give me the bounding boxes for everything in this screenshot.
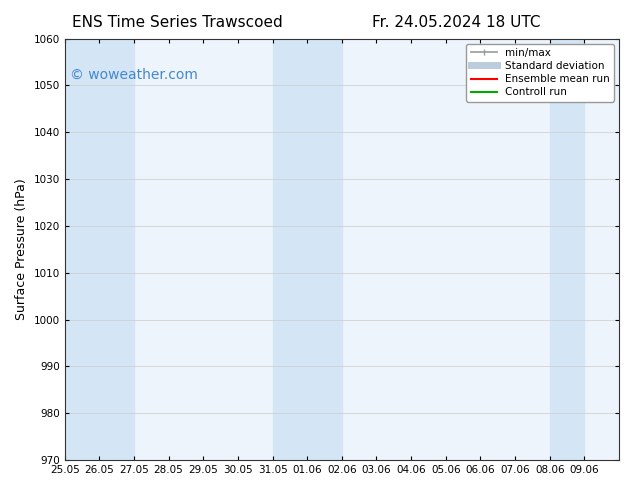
Text: © woweather.com: © woweather.com — [70, 68, 198, 82]
Bar — [273, 39, 307, 460]
Legend: min/max, Standard deviation, Ensemble mean run, Controll run: min/max, Standard deviation, Ensemble me… — [467, 44, 614, 101]
Bar — [65, 39, 100, 460]
Text: ENS Time Series Trawscoed: ENS Time Series Trawscoed — [72, 15, 283, 30]
Bar — [100, 39, 134, 460]
Bar — [307, 39, 342, 460]
Y-axis label: Surface Pressure (hPa): Surface Pressure (hPa) — [15, 178, 28, 320]
Bar — [550, 39, 585, 460]
Text: Fr. 24.05.2024 18 UTC: Fr. 24.05.2024 18 UTC — [372, 15, 541, 30]
